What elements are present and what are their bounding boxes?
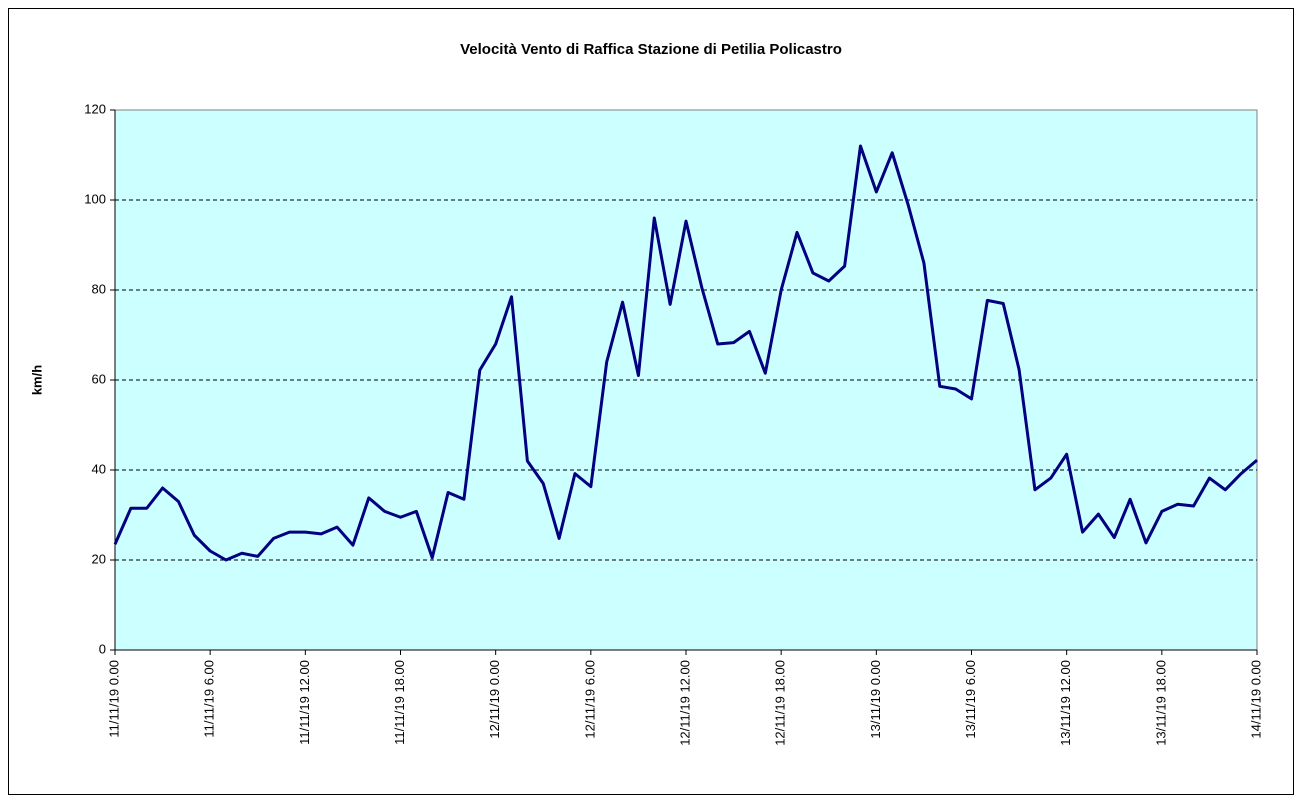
x-tick-label: 12/11/19 12.00 <box>677 660 692 746</box>
y-tick-label: 100 <box>84 191 106 206</box>
x-tick-label: 12/11/19 18.00 <box>773 660 788 746</box>
x-tick-label: 11/11/19 6.00 <box>202 660 217 738</box>
x-tick-label: 11/11/19 12.00 <box>297 660 312 745</box>
x-tick-label: 12/11/19 6.00 <box>582 660 597 739</box>
y-tick-label: 40 <box>92 461 106 476</box>
x-tick-label: 14/11/19 0.00 <box>1248 660 1263 739</box>
x-tick-label: 12/11/19 0.00 <box>487 660 502 739</box>
y-tick-label: 0 <box>99 641 106 656</box>
y-tick-label: 120 <box>84 101 106 116</box>
x-tick-label: 11/11/19 0.00 <box>106 660 121 738</box>
y-tick-label: 60 <box>92 371 106 386</box>
x-tick-label: 13/11/19 12.00 <box>1058 660 1073 746</box>
data-line <box>113 144 1258 562</box>
y-tick-label: 20 <box>92 551 106 566</box>
y-tick-label: 80 <box>92 281 106 296</box>
x-tick-label: 13/11/19 0.00 <box>868 660 883 739</box>
y-axis-title: km/h <box>29 365 44 395</box>
x-tick-label: 11/11/19 18.00 <box>392 660 407 745</box>
chart-title: Velocità Vento di Raffica Stazione di Pe… <box>460 41 842 58</box>
x-tick-label: 13/11/19 6.00 <box>963 660 978 739</box>
x-tick-label: 13/11/19 18.00 <box>1153 660 1168 746</box>
